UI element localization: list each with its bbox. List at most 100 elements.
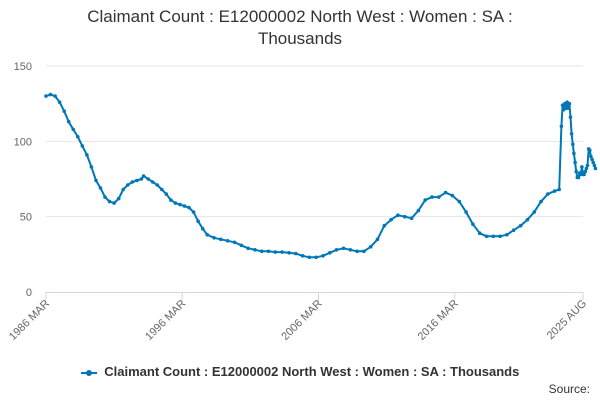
data-point[interactable]	[219, 237, 223, 242]
legend[interactable]: Claimant Count : E12000002 North West : …	[0, 364, 600, 379]
data-point[interactable]	[511, 228, 516, 232]
data-point[interactable]	[375, 237, 380, 242]
data-point[interactable]	[591, 160, 595, 165]
data-point[interactable]	[116, 196, 121, 201]
data-point[interactable]	[559, 124, 564, 129]
data-point[interactable]	[212, 236, 216, 240]
data-point[interactable]	[130, 180, 135, 184]
data-point[interactable]	[139, 177, 144, 181]
data-point[interactable]	[584, 166, 589, 171]
data-point[interactable]	[546, 192, 550, 196]
data-point[interactable]	[164, 192, 169, 196]
data-point[interactable]	[572, 151, 576, 156]
data-point[interactable]	[146, 177, 150, 181]
data-point[interactable]	[573, 160, 577, 165]
data-point[interactable]	[232, 240, 237, 245]
data-point[interactable]	[571, 142, 575, 147]
data-point[interactable]	[287, 251, 291, 255]
data-point[interactable]	[582, 172, 586, 177]
data-point[interactable]	[430, 195, 434, 199]
data-point[interactable]	[592, 163, 597, 168]
data-point[interactable]	[196, 219, 200, 223]
data-point[interactable]	[576, 175, 581, 180]
data-point[interactable]	[150, 180, 155, 184]
data-point[interactable]	[368, 245, 373, 249]
data-point[interactable]	[246, 246, 250, 251]
data-point[interactable]	[48, 92, 53, 97]
data-point[interactable]	[314, 255, 319, 260]
data-point[interactable]	[423, 198, 428, 202]
data-point[interactable]	[585, 163, 590, 168]
data-point[interactable]	[125, 183, 130, 187]
data-point[interactable]	[552, 189, 557, 193]
data-point[interactable]	[66, 119, 71, 124]
data-point[interactable]	[239, 243, 244, 248]
data-point[interactable]	[382, 223, 387, 228]
data-point[interactable]	[200, 226, 205, 231]
data-point[interactable]	[321, 254, 325, 258]
data-point[interactable]	[141, 174, 146, 178]
data-point[interactable]	[169, 198, 173, 202]
data-point[interactable]	[76, 135, 80, 139]
data-point[interactable]	[300, 254, 305, 258]
data-point[interactable]	[112, 201, 116, 205]
data-point[interactable]	[471, 222, 475, 226]
data-point[interactable]	[205, 232, 209, 237]
data-point[interactable]	[53, 94, 57, 98]
data-point[interactable]	[589, 154, 593, 159]
data-point[interactable]	[450, 193, 455, 198]
data-point[interactable]	[62, 109, 66, 113]
data-point[interactable]	[94, 178, 98, 183]
data-point[interactable]	[484, 234, 489, 239]
data-point[interactable]	[155, 183, 160, 187]
data-point[interactable]	[178, 202, 182, 207]
data-point[interactable]	[348, 248, 353, 252]
data-point[interactable]	[362, 249, 366, 254]
data-point[interactable]	[498, 234, 502, 239]
data-point[interactable]	[225, 239, 230, 243]
data-point[interactable]	[280, 250, 284, 254]
data-point[interactable]	[590, 157, 594, 162]
data-point[interactable]	[80, 144, 85, 148]
data-point[interactable]	[44, 94, 48, 98]
data-point[interactable]	[173, 201, 178, 205]
data-point[interactable]	[341, 246, 346, 251]
data-point[interactable]	[532, 210, 536, 214]
data-point[interactable]	[89, 165, 94, 169]
data-point[interactable]	[182, 204, 187, 208]
data-point[interactable]	[107, 199, 112, 204]
data-point[interactable]	[583, 169, 588, 174]
data-point[interactable]	[259, 249, 264, 254]
data-point[interactable]	[135, 178, 139, 183]
data-point[interactable]	[191, 210, 196, 214]
data-point[interactable]	[273, 250, 278, 254]
data-point[interactable]	[307, 255, 312, 260]
data-point[interactable]	[416, 208, 421, 213]
data-point[interactable]	[98, 186, 103, 190]
data-point[interactable]	[574, 169, 578, 174]
data-point[interactable]	[566, 106, 570, 110]
data-point[interactable]	[328, 251, 332, 255]
data-point[interactable]	[409, 216, 414, 220]
data-point[interactable]	[464, 210, 468, 214]
data-point[interactable]	[389, 217, 393, 222]
data-point[interactable]	[568, 115, 573, 119]
data-point[interactable]	[569, 132, 574, 136]
data-point[interactable]	[525, 217, 530, 222]
data-point[interactable]	[518, 223, 523, 228]
data-point[interactable]	[491, 234, 496, 239]
data-point[interactable]	[557, 187, 561, 192]
data-point[interactable]	[593, 166, 598, 171]
data-point[interactable]	[85, 153, 89, 157]
data-point[interactable]	[539, 199, 543, 204]
data-point[interactable]	[253, 248, 257, 252]
data-point[interactable]	[71, 127, 75, 132]
data-point[interactable]	[505, 232, 509, 237]
data-point[interactable]	[396, 213, 400, 217]
data-point[interactable]	[266, 249, 271, 254]
data-point[interactable]	[355, 249, 359, 254]
data-point[interactable]	[443, 190, 448, 195]
data-point[interactable]	[294, 251, 298, 256]
data-point[interactable]	[580, 165, 584, 169]
data-point[interactable]	[477, 231, 482, 235]
